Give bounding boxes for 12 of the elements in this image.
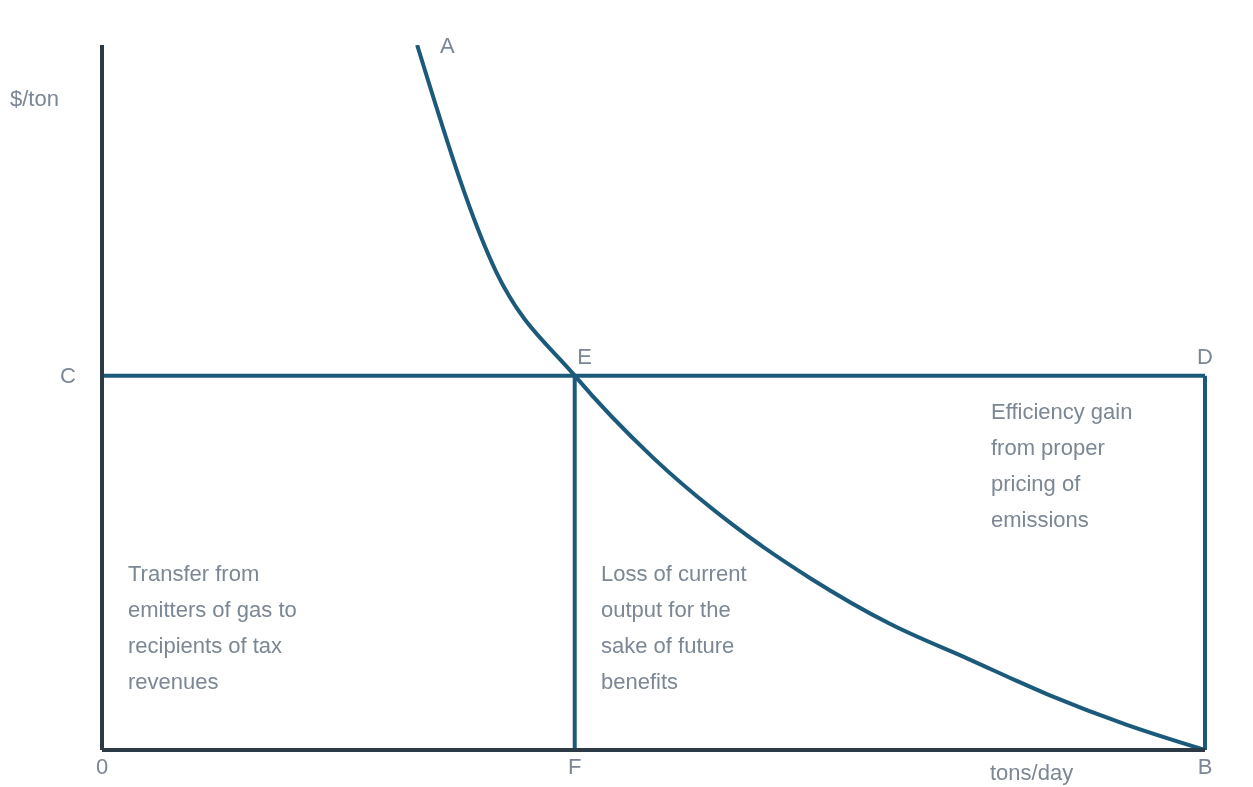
annotation: D bbox=[1197, 343, 1213, 369]
annotation: Transfer from emitters of gas to recipients of tax revenues bbox=[128, 560, 298, 696]
annotation: A bbox=[440, 32, 456, 60]
annotation: Loss of current output for the sake of future benefits bbox=[601, 560, 748, 696]
y-axis-title: $/ton bbox=[10, 86, 59, 112]
x-tick-label: F bbox=[567, 753, 582, 779]
annotation: E bbox=[577, 343, 593, 369]
x-tick-label: 0 bbox=[95, 753, 109, 779]
x-tick-label: B bbox=[1197, 753, 1213, 779]
x-axis-title: tons/day bbox=[990, 760, 1074, 786]
annotation: Efficiency gain from proper pricing of emissions bbox=[991, 398, 1134, 534]
ref-line-label: C bbox=[60, 363, 77, 389]
